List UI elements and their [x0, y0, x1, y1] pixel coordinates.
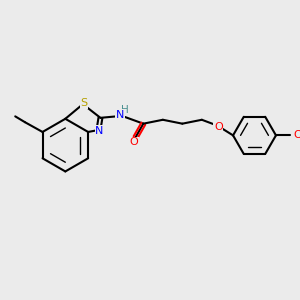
Text: H: H: [121, 105, 129, 115]
Text: O: O: [129, 137, 138, 147]
Text: O: O: [293, 130, 300, 140]
Text: N: N: [95, 126, 104, 136]
Text: N: N: [116, 110, 124, 120]
Text: O: O: [214, 122, 223, 132]
Text: S: S: [80, 98, 87, 108]
